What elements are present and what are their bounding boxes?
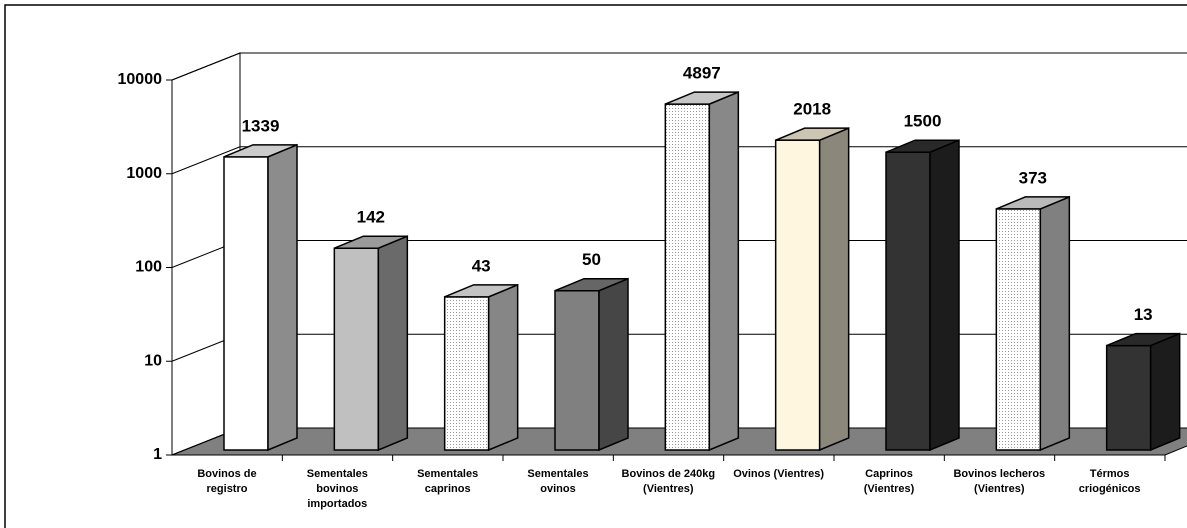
bar-top xyxy=(334,235,408,249)
bar-side xyxy=(818,127,850,452)
x-tick-label: Ovinos (Vientres) xyxy=(733,468,825,480)
bar-top xyxy=(996,196,1070,210)
value-label: 142 xyxy=(357,208,385,227)
bar-front xyxy=(664,103,711,451)
value-label: 13 xyxy=(1134,305,1153,324)
x-tick-label: Sementales ovinos xyxy=(527,468,589,495)
bar-side xyxy=(1149,332,1181,452)
grid-line-side xyxy=(171,146,241,175)
value-label: 1339 xyxy=(242,116,280,135)
bar-top xyxy=(885,139,960,153)
y-tick-label: 10 xyxy=(144,352,162,369)
value-label: 43 xyxy=(472,256,491,275)
bar-top xyxy=(223,144,298,158)
y-tick-label: 100 xyxy=(135,259,162,276)
x-tick-label: Térmos criogénicos xyxy=(1078,468,1141,495)
value-label: 50 xyxy=(582,250,601,269)
x-tick-label: Bovinos de 240kg (Vientres) xyxy=(621,468,716,495)
bar-front xyxy=(223,156,269,451)
bar-side xyxy=(929,139,960,452)
value-label: 373 xyxy=(1019,168,1047,187)
bar-side xyxy=(708,90,740,452)
bar-top xyxy=(775,127,849,141)
frame xyxy=(4,4,1187,528)
y-tick-label: 1 xyxy=(153,446,162,463)
value-label: 2018 xyxy=(793,100,831,119)
bar-side xyxy=(267,143,298,452)
bar-front xyxy=(1105,344,1152,451)
x-tick-label: Bovinos lecheros (Vientres) xyxy=(953,468,1046,495)
x-tick-label: Sementales caprinos xyxy=(417,468,479,495)
bar-front xyxy=(554,289,600,451)
bar-side xyxy=(1039,195,1071,452)
y-tick-label: 10000 xyxy=(118,71,163,88)
y-tick-label: 1000 xyxy=(126,165,162,182)
bar-front xyxy=(333,247,380,451)
bar-front xyxy=(443,296,490,451)
bar-front xyxy=(995,208,1042,451)
bar-top xyxy=(665,91,739,105)
bar-side xyxy=(377,235,409,452)
x-tick-label: Bovinos de registro xyxy=(197,468,257,495)
x-tick-label: Caprinos (Vientres) xyxy=(863,468,915,495)
bar-side xyxy=(598,277,629,452)
bar-front xyxy=(885,151,931,451)
bar-top xyxy=(444,284,518,298)
value-label: 1500 xyxy=(904,112,942,131)
bar-top xyxy=(1106,332,1180,347)
bar-side xyxy=(487,283,519,452)
grid-line-side xyxy=(171,52,241,81)
bar-front xyxy=(774,139,821,451)
x-tick-label: Sementales bovinos importados xyxy=(306,468,368,510)
value-label: 4897 xyxy=(683,64,721,83)
bar-top xyxy=(554,277,629,292)
